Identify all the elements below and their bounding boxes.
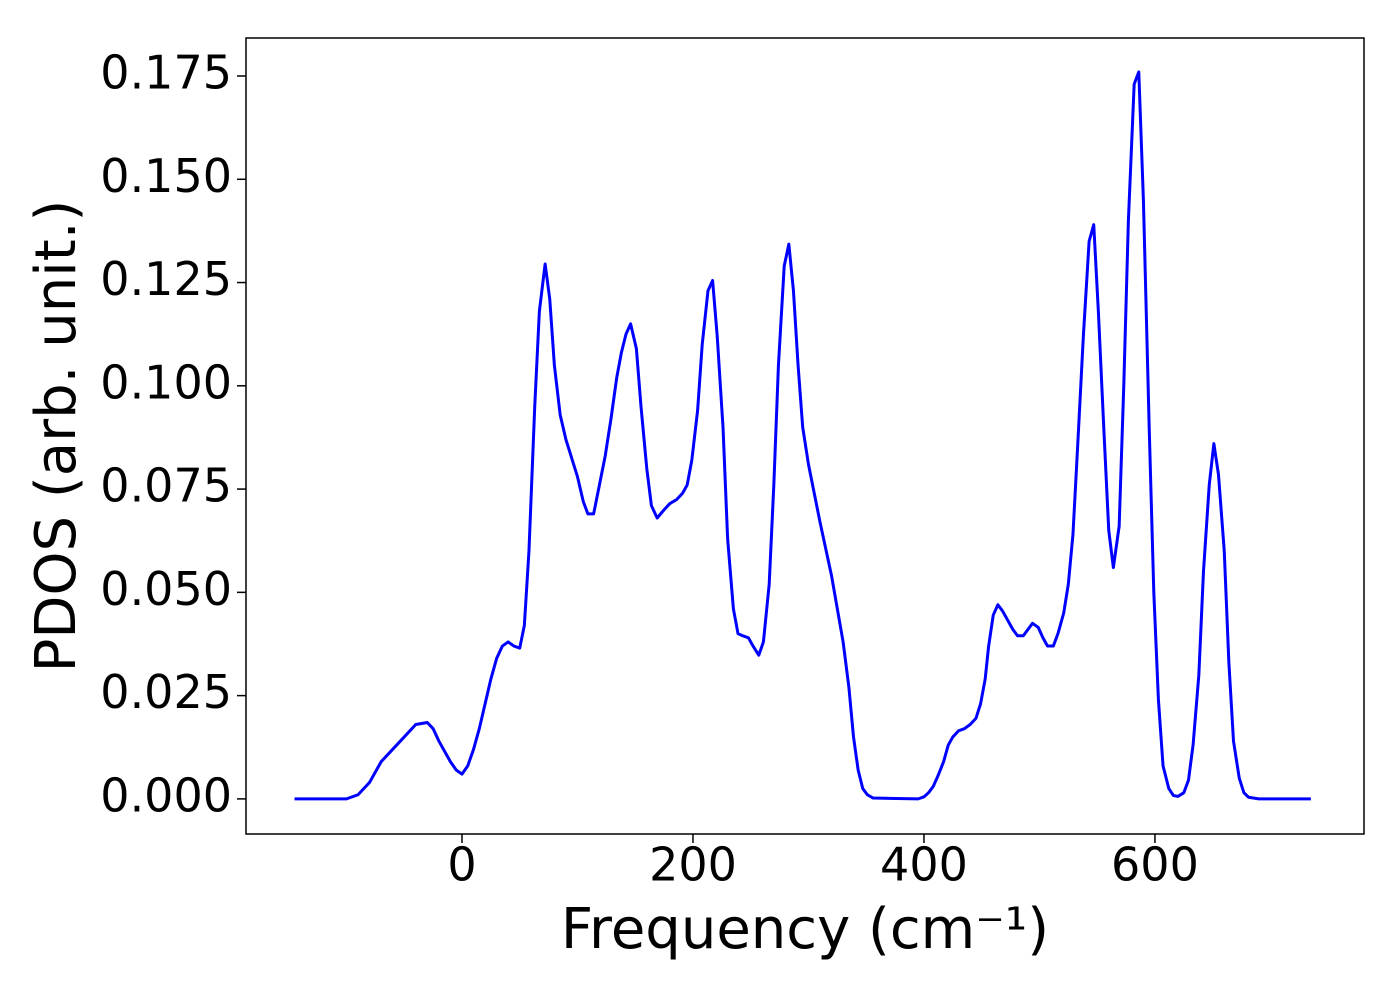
- y-tick-label: 0.100: [100, 355, 232, 409]
- y-tick-label: 0.000: [100, 768, 232, 822]
- y-axis-label: PDOS (arb. unit.): [24, 200, 89, 673]
- x-tick-label: 0: [447, 838, 476, 892]
- y-tick-label: 0.075: [100, 459, 232, 513]
- x-axis-label: Frequency (cm⁻¹): [561, 897, 1049, 962]
- y-tick-label: 0.125: [100, 252, 232, 306]
- y-tick-label: 0.050: [100, 562, 232, 616]
- plot-frame: [245, 37, 1365, 835]
- y-tick-label: 0.175: [100, 46, 232, 100]
- x-tick-label: 200: [649, 838, 737, 892]
- y-tick-label: 0.025: [100, 665, 232, 719]
- x-tick-label: 400: [880, 838, 968, 892]
- y-tick-label: 0.150: [100, 149, 232, 203]
- line: [294, 70, 1311, 801]
- x-tick-label: 600: [1111, 838, 1199, 892]
